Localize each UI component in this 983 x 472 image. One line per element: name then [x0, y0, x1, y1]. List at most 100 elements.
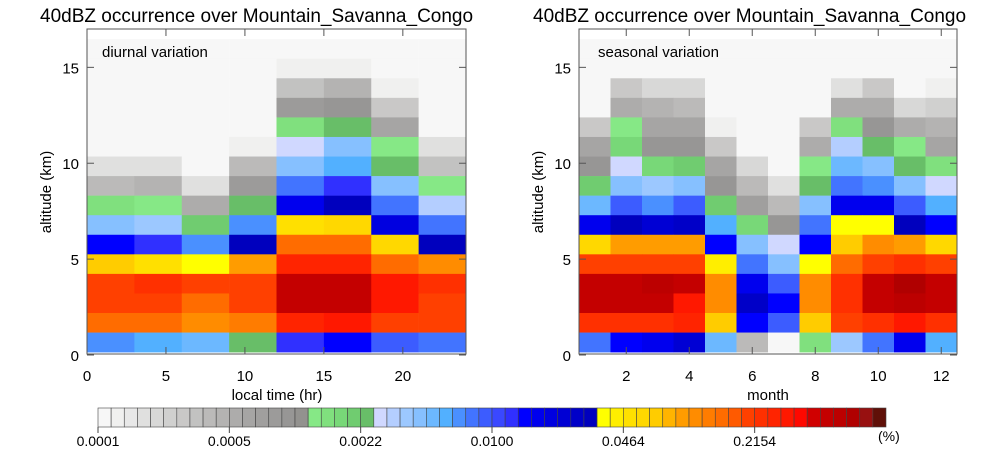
colorbar-swatch [281, 407, 296, 428]
heatmap-cell [181, 78, 230, 99]
heatmap-cell [87, 215, 135, 236]
heatmap-cell [862, 313, 895, 333]
colorbar-swatch [97, 407, 112, 428]
heatmap-cell [894, 215, 926, 236]
heatmap-cell [642, 39, 674, 60]
heatmap-cell [276, 234, 325, 255]
heatmap-cell [371, 273, 419, 294]
heatmap-cell [768, 293, 800, 314]
heatmap-cell [925, 58, 958, 79]
heatmap-cell [134, 176, 183, 196]
heatmap-cell [229, 195, 277, 216]
heatmap-cell [610, 273, 643, 294]
colorbar-swatch [714, 407, 729, 428]
heatmap-cell [642, 136, 674, 157]
heatmap-cell [610, 176, 643, 196]
heatmap-cell [642, 254, 674, 275]
heatmap-cell [925, 156, 958, 177]
heatmap-cell [418, 78, 467, 99]
heatmap-cell [134, 254, 183, 275]
colorbar-swatch [557, 407, 572, 428]
heatmap-cell [134, 136, 183, 157]
heatmap-cell [862, 136, 895, 157]
colorbar-swatch [189, 407, 204, 428]
x-tick-label: 20 [394, 368, 411, 385]
heatmap-cell [134, 39, 183, 60]
left-xlabel: local time (hr) [232, 387, 323, 404]
heatmap-cell [799, 332, 832, 353]
heatmap-cell [371, 176, 419, 196]
heatmap-cell [894, 273, 926, 294]
heatmap-cell [610, 78, 643, 99]
heatmap-cell [579, 58, 611, 79]
colorbar-swatch [334, 407, 348, 428]
heatmap-cell [371, 136, 419, 157]
heatmap-cell [705, 176, 737, 196]
colorbar-swatch [426, 407, 440, 428]
heatmap-cell [799, 234, 832, 255]
heatmap-cell [579, 176, 611, 196]
heatmap-cell [610, 215, 643, 236]
heatmap-cell [799, 136, 832, 157]
heatmap-cell [705, 156, 737, 177]
heatmap-cell [418, 117, 467, 138]
heatmap-cell [134, 58, 183, 79]
heatmap-cell [229, 215, 277, 236]
y-tick-label: 0 [563, 348, 571, 365]
heatmap-cell [642, 156, 674, 177]
heatmap-cell [894, 58, 926, 79]
heatmap-cell [705, 97, 737, 118]
heatmap-cell [894, 195, 926, 216]
heatmap-cell [799, 273, 832, 294]
heatmap-cell [673, 136, 706, 157]
heatmap-cell [831, 215, 863, 236]
heatmap-cell [323, 136, 372, 157]
heatmap-cell [276, 78, 325, 99]
heatmap-cell [799, 215, 832, 236]
colorbar-swatch [570, 407, 585, 428]
colorbar-swatch [255, 407, 270, 428]
colorbar-swatch [649, 407, 664, 428]
heatmap-cell [862, 39, 895, 60]
heatmap-cell [736, 293, 769, 314]
left-ylabel: altitude (km) [38, 151, 55, 234]
heatmap-cell [87, 78, 135, 99]
heatmap-cell [642, 215, 674, 236]
left-heatmap-cells [87, 39, 467, 353]
heatmap-cell [925, 215, 958, 236]
heatmap-cell [768, 273, 800, 294]
heatmap-cell [768, 215, 800, 236]
heatmap-cell [705, 117, 737, 138]
heatmap-cell [862, 58, 895, 79]
heatmap-cell [768, 97, 800, 118]
heatmap-cell [229, 58, 277, 79]
heatmap-cell [323, 215, 372, 236]
colorbar-swatch [307, 407, 322, 428]
right-axes-frame [578, 28, 958, 355]
heatmap-cell [673, 332, 706, 353]
heatmap-cell [862, 332, 895, 353]
heatmap-cell [925, 39, 958, 60]
heatmap-cell [134, 313, 183, 333]
heatmap-cell [323, 39, 372, 60]
heatmap-cell [862, 195, 895, 216]
heatmap-cell [579, 39, 611, 60]
heatmap-cell [371, 215, 419, 236]
heatmap-cell [831, 195, 863, 216]
heatmap-cell [705, 273, 737, 294]
heatmap-cell [705, 78, 737, 99]
heatmap-cell [768, 176, 800, 196]
colorbar-tick-label: 0.0001 [77, 433, 120, 449]
heatmap-cell [229, 176, 277, 196]
heatmap-cell [579, 78, 611, 99]
y-tick-label: 5 [563, 252, 571, 269]
heatmap-cell [134, 195, 183, 216]
x-tick-label: 8 [811, 368, 819, 385]
heatmap-cell [276, 254, 325, 275]
x-tick-label: 12 [933, 368, 950, 385]
heatmap-cell [831, 273, 863, 294]
heatmap-cell [610, 254, 643, 275]
heatmap-cell [579, 332, 611, 353]
heatmap-cell [229, 156, 277, 177]
heatmap-cell [736, 39, 769, 60]
